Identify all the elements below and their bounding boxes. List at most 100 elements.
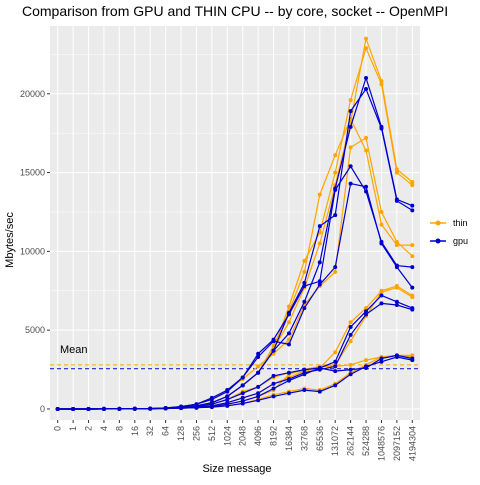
data-point [256,354,261,359]
data-point [410,265,415,270]
data-point [333,187,338,192]
data-point [364,36,369,41]
data-point [71,406,76,411]
y-tick-label: 20000 [20,89,45,99]
y-tick-label: 15000 [20,168,45,178]
x-axis-label: Size message [202,463,271,475]
x-tick-label: 8192 [269,426,279,446]
series-lines [55,36,415,411]
data-point [286,378,291,383]
data-point [364,309,369,314]
data-point [410,243,415,248]
legend-swatch-point [435,220,441,226]
data-point [256,398,261,403]
data-point [317,279,322,284]
x-tick-label: 16 [130,426,140,436]
data-point [333,269,338,274]
data-point [379,293,384,298]
data-point [364,135,369,140]
data-point [225,397,230,402]
data-point [317,192,322,197]
data-point [394,239,399,244]
data-point [379,359,384,364]
legend-swatch-point [435,238,441,244]
data-point [302,299,307,304]
x-tick-label: 256 [191,426,201,441]
data-point [286,391,291,396]
x-tick-label: 65536 [315,426,325,451]
data-point [302,269,307,274]
data-point [117,406,122,411]
data-point [302,258,307,263]
data-point [394,198,399,203]
data-point [148,406,153,411]
data-point [302,284,307,289]
x-tick-label: 262144 [346,426,356,456]
x-tick-label: 32 [145,426,155,436]
data-point [317,389,322,394]
data-point [394,243,399,248]
data-point [410,307,415,312]
data-point [86,406,91,411]
x-tick-label: 1024 [222,426,232,446]
data-point [364,358,369,363]
x-tick-label: 2048 [238,426,248,446]
data-point [194,405,199,410]
data-point [271,394,276,399]
data-point [379,209,384,214]
x-tick-label: 4096 [253,426,263,446]
mean-annotation: Mean [60,344,88,356]
data-point [333,364,338,369]
data-point [225,403,230,408]
data-point [394,265,399,270]
legend-label: gpu [453,236,468,246]
data-point [271,386,276,391]
data-point [348,367,353,372]
data-point [379,290,384,295]
data-point [348,98,353,103]
x-tick-label: 1 [68,426,78,431]
legend: thin gpu [430,218,468,246]
data-point [256,364,261,369]
data-point [256,351,261,356]
data-point [256,370,261,375]
data-point [209,397,214,402]
data-point [348,124,353,129]
x-tick-label: 64 [161,426,171,436]
x-tick-label: 131072 [330,426,340,456]
data-point [317,365,322,370]
data-point [410,285,415,290]
x-tick-label: 32768 [299,426,309,451]
x-tick-label: 4 [99,426,109,431]
data-point [333,383,338,388]
data-point [317,282,322,287]
data-point [286,320,291,325]
data-point [317,224,322,229]
chart-title: Comparison from GPU and THIN CPU -- by c… [22,3,448,19]
data-point [394,354,399,359]
data-point [410,254,415,259]
data-point [240,375,245,380]
data-point [302,280,307,285]
data-point [179,406,184,411]
data-point [163,406,168,411]
data-point [302,372,307,377]
data-point [348,164,353,169]
data-point [240,391,245,396]
legend-label: thin [453,218,468,228]
series-line [57,356,413,410]
data-point [348,332,353,337]
data-point [410,295,415,300]
data-point [364,184,369,189]
data-point [410,208,415,213]
data-point [333,350,338,355]
y-tick-label: 10000 [20,246,45,256]
data-point [364,46,369,51]
data-point [364,87,369,92]
data-point [317,241,322,246]
data-point [333,369,338,374]
x-tick-label: 524288 [361,426,371,456]
data-point [256,394,261,399]
data-point [286,342,291,347]
